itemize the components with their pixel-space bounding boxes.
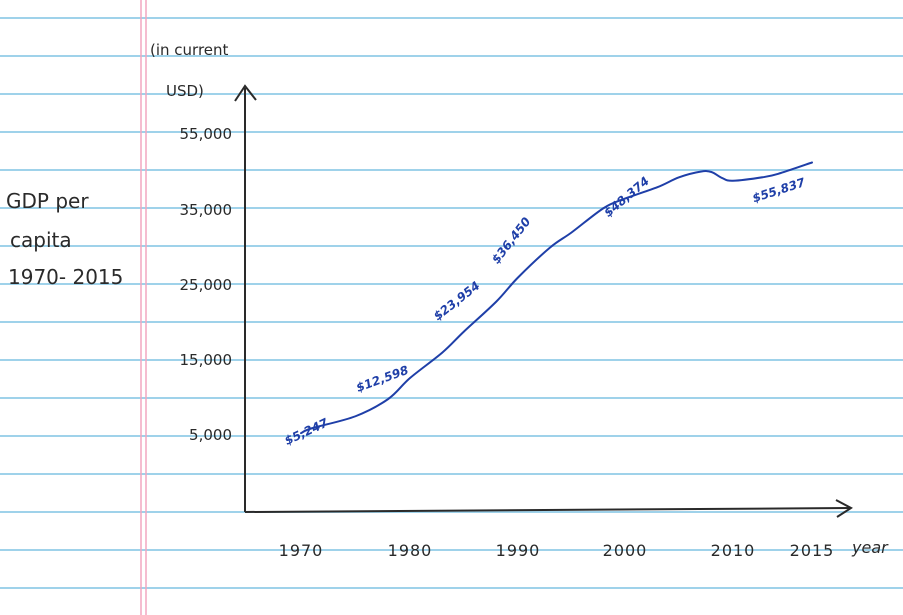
x-tick-labels: 1970 1980 1990 2000 2010 2015 [279,541,835,560]
series-group [300,161,813,435]
x-tick-label: 1970 [279,541,324,560]
data-label: $48,374 [601,174,652,220]
y-tick-label: 25,000 [180,276,233,294]
side-title-line2: capita [10,228,72,252]
y-tick-labels: 5,000 15,000 25,000 35,000 55,000 [180,125,233,444]
unit-note-line2: USD) [166,82,204,100]
margin-lines [140,0,147,615]
side-title-line1: GDP per [6,189,89,213]
data-label: $12,598 [354,363,410,395]
x-axis [244,507,851,513]
data-labels: $5,247 $12,598 $23,954$36,450 $48,374 $55,83… [282,174,807,448]
side-title-line3: 1970- 2015 [8,265,123,289]
data-label: $23,954 [431,279,483,324]
data-label: $55,837 [751,175,808,205]
y-tick-label: 55,000 [180,125,233,143]
series-line [300,161,813,435]
y-tick-label: 15,000 [180,351,233,369]
data-label: $5,247 [282,415,330,448]
data-label: $36,450 [489,215,534,267]
x-tick-label: 1990 [496,541,541,560]
x-axis-label: year [851,538,889,557]
x-tick-label: 1980 [388,541,433,560]
unit-note-line1: (in current [150,41,229,59]
y-tick-label: 5,000 [189,426,232,444]
ruled-lines [0,17,903,589]
y-axis-arrow [234,84,257,102]
y-tick-label: 35,000 [180,201,233,219]
x-tick-label: 2000 [603,541,648,560]
x-axis-arrow [835,499,853,518]
x-tick-label: 2010 [711,541,756,560]
x-tick-label: 2015 [790,541,835,560]
